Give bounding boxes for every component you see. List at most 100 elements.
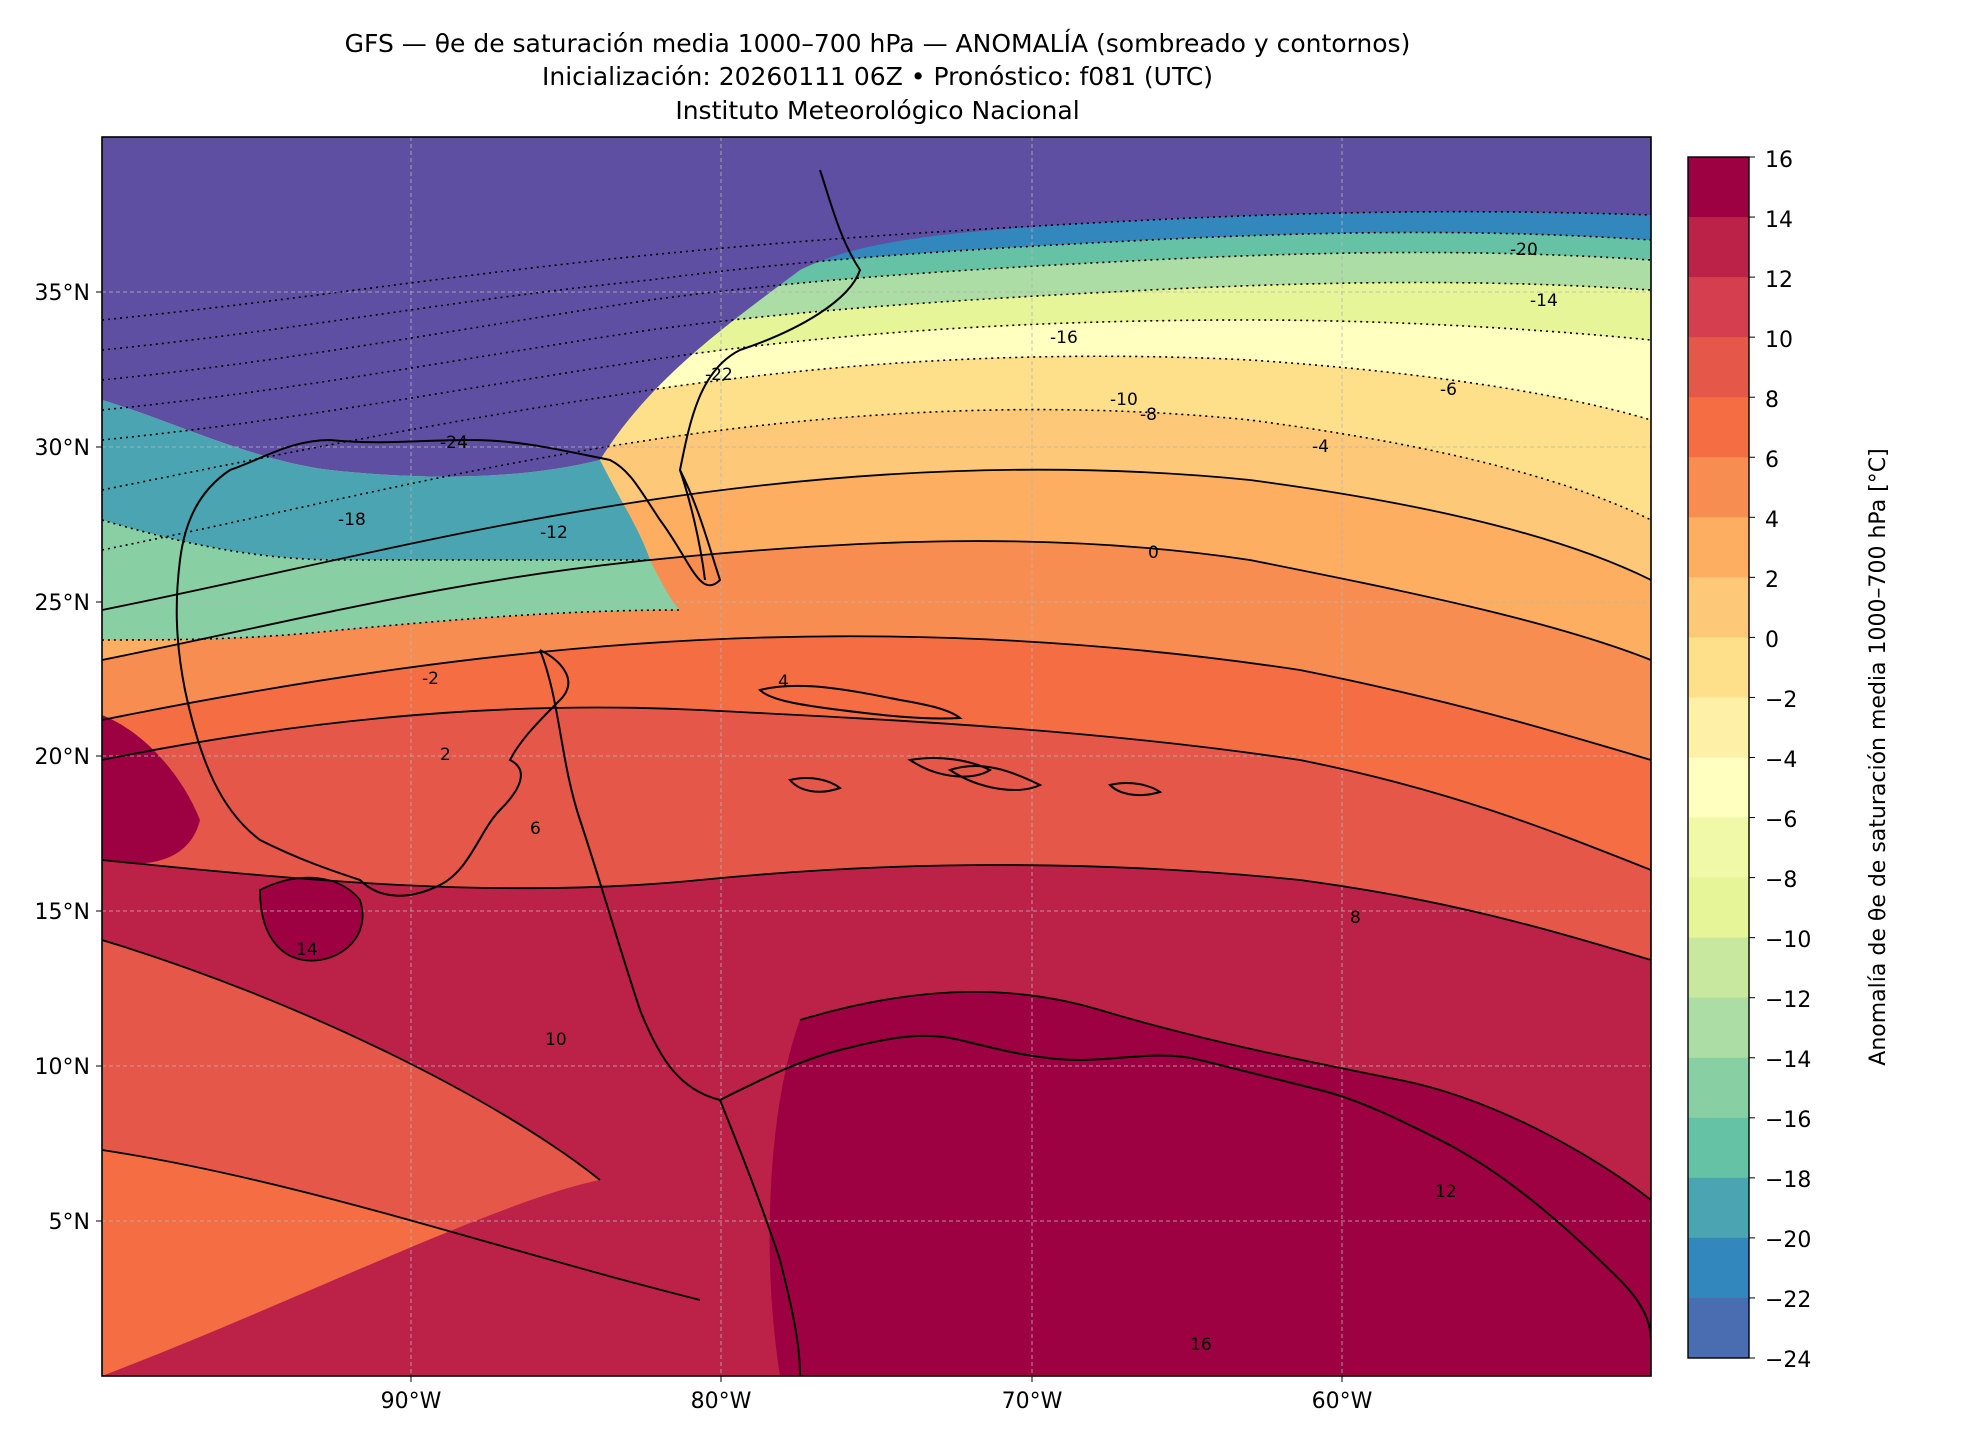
lat-tick-label: 30°N [35, 436, 90, 461]
colorbar-tick-label: 12 [1765, 268, 1793, 293]
colorbar-swatch [1688, 877, 1749, 939]
colorbar-tick-label: 6 [1765, 448, 1779, 473]
colorbar-tick-label: 0 [1765, 628, 1779, 653]
colorbar-swatch [1688, 217, 1749, 278]
colorbar-swatch [1688, 277, 1749, 338]
lon-tick-label: 80°W [691, 1389, 752, 1414]
contour-label: 8 [1350, 908, 1361, 928]
colorbar-tick-label: −20 [1765, 1228, 1811, 1253]
colorbar-tick-label: −14 [1765, 1048, 1811, 1073]
colorbar-tick-label: −6 [1765, 808, 1797, 833]
colorbar-tick-label: −24 [1765, 1348, 1811, 1373]
colorbar-swatch [1688, 457, 1749, 518]
gridlines [102, 137, 1651, 1376]
colorbar-swatch [1688, 397, 1749, 458]
colorbar-tick-label: 4 [1765, 508, 1779, 533]
band-mexico-hot [102, 715, 200, 864]
colorbar-tick-label: −8 [1765, 868, 1797, 893]
negative-contours [102, 210, 1651, 641]
colorbar-tick-label: 16 [1765, 148, 1793, 173]
band-slightly-cool [102, 356, 1651, 550]
band-gulf-green [102, 520, 680, 640]
colorbar-swatch [1688, 517, 1749, 578]
map-plot-area: -24 -22 -20 -18 -16 -14 -12 -10 -8 -6 -4… [102, 137, 1651, 1376]
lat-tick-label: 35°N [35, 281, 90, 306]
colorbar: 16 14 12 10 8 6 4 2 0 −2 −4 −6 −8 −10 −1… [1687, 148, 1891, 1373]
lat-tick-label: 5°N [49, 1210, 90, 1235]
colorbar-swatch [1688, 1117, 1749, 1179]
map-subtitle-institution: Instituto Meteorológico Nacional [675, 96, 1080, 125]
map-title: GFS — θe de saturación media 1000–700 hP… [344, 29, 1411, 58]
band-honduras-hot [260, 877, 363, 961]
contour-label: -2 [422, 669, 439, 689]
colorbar-swatch [1688, 1297, 1749, 1359]
lon-tick-label: 60°W [1312, 1389, 1373, 1414]
colorbar-tick-label: −12 [1765, 988, 1811, 1013]
contour-label: -20 [1510, 240, 1538, 260]
colorbar-swatch [1688, 637, 1749, 698]
colorbar-swatch [1688, 1057, 1749, 1119]
contour-label: -12 [540, 523, 568, 543]
lat-tick-label: 10°N [35, 1055, 90, 1080]
colorbar-swatch [1688, 757, 1749, 819]
contour-label: -14 [1530, 291, 1558, 311]
colorbar-swatch [1688, 337, 1749, 398]
band-cool-green [102, 282, 1651, 440]
colorbar-ticks: 16 14 12 10 8 6 4 2 0 −2 −4 −6 −8 −10 −1… [1749, 148, 1811, 1373]
colorbar-tick-label: −16 [1765, 1108, 1811, 1133]
band-cold-green [102, 252, 1651, 410]
contour-label: -24 [440, 433, 468, 453]
colorbar-tick-label: 8 [1765, 388, 1779, 413]
lat-tick-label: 20°N [35, 745, 90, 770]
band-caribbean-orange [102, 636, 1651, 870]
colorbar-tick-label: −10 [1765, 928, 1811, 953]
contour-label: -22 [705, 365, 733, 385]
colorbar-swatch [1688, 937, 1749, 999]
colorbar-swatch [1688, 577, 1749, 638]
longitude-axis: 90°W 80°W 70°W 60°W [381, 1376, 1373, 1414]
contour-label: 4 [778, 672, 789, 692]
colorbar-tick-label: −22 [1765, 1288, 1811, 1313]
colorbar-tick-label: −18 [1765, 1168, 1811, 1193]
colorbar-tick-label: 14 [1765, 208, 1793, 233]
positive-contours [102, 468, 1651, 1301]
contour-label: -18 [338, 510, 366, 530]
lat-tick-label: 25°N [35, 591, 90, 616]
colorbar-tick-label: −2 [1765, 688, 1797, 713]
colorbar-tick-label: 2 [1765, 568, 1779, 593]
colorbar-swatch [1688, 1177, 1749, 1239]
band-gulf-cold [102, 400, 650, 560]
band-colder-teal [102, 232, 1651, 380]
latitude-axis: 35°N 30°N 25°N 20°N 15°N 10°N 5°N [35, 281, 102, 1235]
colorbar-swatch [1688, 1237, 1749, 1299]
contour-label: -8 [1140, 405, 1157, 425]
lat-tick-label: 15°N [35, 900, 90, 925]
contour-labels: -24 -22 -20 -18 -16 -14 -12 -10 -8 -6 -4… [296, 240, 1558, 1355]
contour-label: -4 [1312, 437, 1329, 457]
colorbar-swatches [1688, 157, 1749, 1359]
contour-label: 0 [1148, 543, 1159, 563]
contour-label: -10 [1110, 390, 1138, 410]
contour-label: -16 [1050, 328, 1078, 348]
contour-label: 14 [296, 940, 318, 960]
coastlines [175, 169, 1651, 1376]
contour-label: 2 [440, 745, 451, 765]
band-near-zero [102, 409, 1651, 610]
band-coldest-purple [102, 137, 1651, 477]
colorbar-swatch [1688, 997, 1749, 1059]
contour-label: 12 [1435, 1182, 1457, 1202]
band-subtropic-orange [102, 469, 1651, 660]
map-subtitle-run: Inicialización: 20260111 06Z • Pronóstic… [542, 62, 1213, 91]
colorbar-label: Anomalía de θe de saturación media 1000–… [1866, 448, 1891, 1065]
lon-tick-label: 90°W [381, 1389, 442, 1414]
lon-tick-label: 70°W [1002, 1389, 1063, 1414]
colorbar-swatch [1688, 697, 1749, 758]
colorbar-tick-label: −4 [1765, 748, 1797, 773]
contour-label: 6 [530, 819, 541, 839]
colorbar-tick-label: 10 [1765, 328, 1793, 353]
contour-label: -6 [1440, 380, 1457, 400]
contour-label: 16 [1190, 1335, 1212, 1355]
colorbar-swatch [1688, 817, 1749, 879]
contour-label: 10 [545, 1030, 567, 1050]
